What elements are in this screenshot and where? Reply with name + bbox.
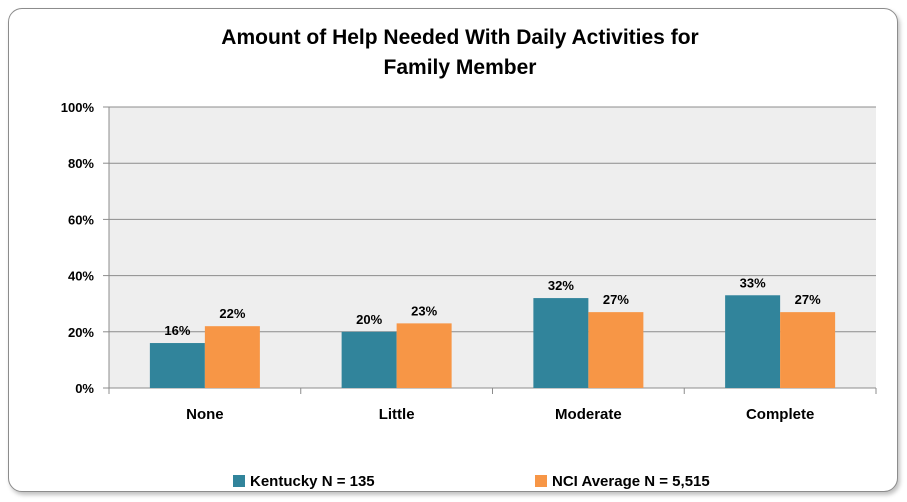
legend-label: Kentucky N = 135 (250, 473, 375, 490)
data-label: 20% (356, 312, 382, 327)
y-tick-label: 20% (68, 325, 94, 340)
legend: Kentucky N = 135 NCI Average N = 5,515 (233, 473, 710, 490)
y-tick-label: 100% (61, 100, 95, 115)
legend-swatch (233, 475, 245, 487)
x-axis: None Little Moderate Complete (108, 387, 877, 423)
bar (588, 312, 644, 388)
bar (725, 295, 781, 388)
y-tick-label: 60% (68, 212, 94, 227)
bar (533, 298, 589, 388)
bars (149, 295, 836, 388)
y-tick-label: 40% (68, 269, 94, 284)
data-label: 23% (411, 303, 437, 318)
data-labels: 16% 22% 20% 23% 32% 27% 33% 27% (164, 275, 821, 338)
legend-swatch (535, 475, 547, 487)
bar (341, 331, 397, 388)
chart-title-line-2: Family Member (384, 56, 537, 79)
data-label: 27% (795, 292, 821, 307)
data-label: 16% (164, 323, 190, 338)
chart-title-line-1: Amount of Help Needed With Daily Activit… (221, 26, 698, 49)
data-label: 22% (219, 306, 245, 321)
x-category-label: Little (379, 406, 415, 423)
data-label: 27% (603, 292, 629, 307)
y-axis: 0% 20% 40% 60% 80% 100% (61, 100, 110, 396)
data-label: 33% (740, 275, 766, 290)
x-category-label: Moderate (555, 406, 622, 423)
gridlines (109, 106, 876, 333)
bar (204, 326, 260, 388)
x-category-label: None (186, 406, 224, 423)
bar (149, 343, 205, 388)
y-tick-label: 0% (75, 381, 94, 396)
data-label: 32% (548, 278, 574, 293)
y-tick-label: 80% (68, 156, 94, 171)
chart-title: Amount of Help Needed With Daily Activit… (221, 26, 698, 79)
x-category-label: Complete (746, 406, 814, 423)
bar (396, 323, 452, 388)
bar (780, 312, 836, 388)
legend-label: NCI Average N = 5,515 (552, 473, 710, 490)
